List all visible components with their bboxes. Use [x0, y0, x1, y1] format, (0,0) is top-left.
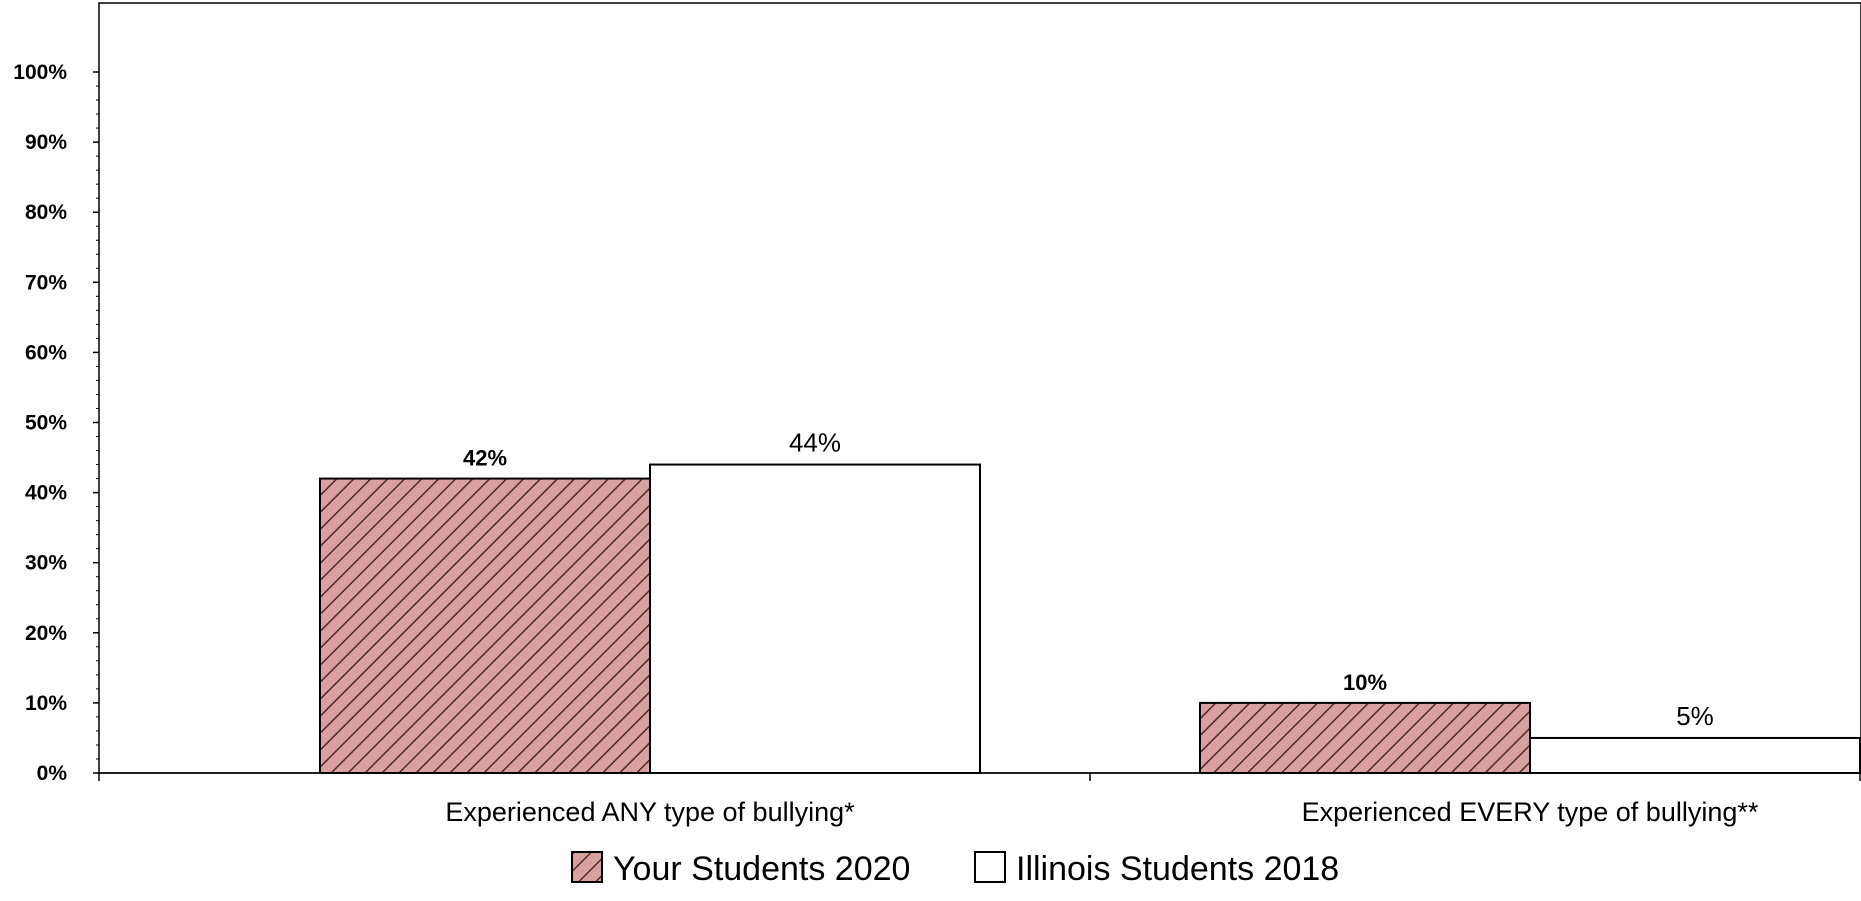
category-label: Experienced EVERY type of bullying** [1302, 797, 1759, 827]
category-label: Experienced ANY type of bullying* [445, 797, 855, 827]
y-tick-label: 30% [25, 552, 67, 575]
y-tick-label: 20% [25, 622, 67, 645]
y-tick-label: 60% [25, 341, 67, 364]
y-tick-label: 80% [25, 201, 67, 224]
data-label: 5% [1676, 701, 1714, 731]
y-tick-label: 10% [25, 692, 67, 715]
legend: Your Students 2020 Illinois Students 2018 [571, 850, 1339, 888]
bar [1529, 736, 1861, 775]
y-tick-label: 70% [25, 271, 67, 294]
bar [1199, 701, 1531, 775]
bar [319, 477, 651, 774]
y-tick-label: 50% [25, 412, 67, 435]
x-axis [98, 772, 1861, 781]
value-labels: 42% 44% 10% 5% [463, 428, 1714, 731]
data-label: 42% [463, 446, 507, 471]
data-label: 44% [789, 428, 841, 458]
legend-label: Illinois Students 2018 [1016, 850, 1339, 888]
y-tick-label: 0% [37, 762, 68, 785]
bars [319, 463, 1861, 775]
legend-label: Your Students 2020 [613, 850, 910, 888]
y-tick-label: 100% [13, 61, 67, 84]
legend-swatch [571, 851, 603, 883]
y-tick-label: 40% [25, 482, 67, 505]
y-tick-label: 90% [25, 131, 67, 154]
bar [649, 463, 981, 774]
data-label: 10% [1343, 670, 1387, 695]
y-axis: 0% 10% 20% 30% 40% 50% 60% 70% 80% 90% 100% [13, 61, 99, 785]
legend-swatch [974, 851, 1006, 883]
category-labels: Experienced ANY type of bullying* Experie… [445, 797, 1759, 827]
